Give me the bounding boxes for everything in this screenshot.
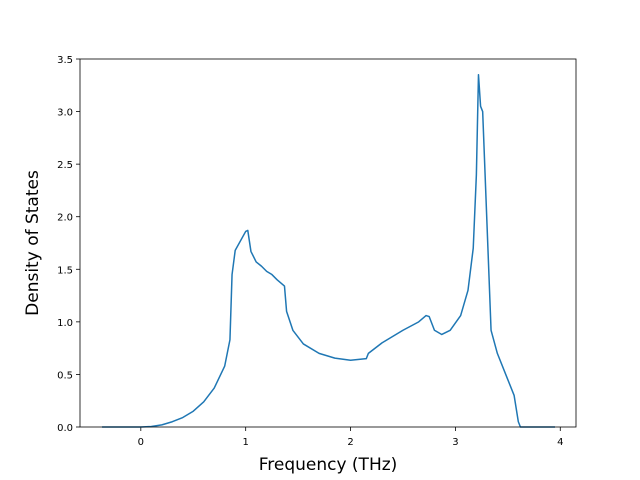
- x-tick-label: 2: [347, 437, 353, 448]
- y-tick-label: 1.5: [57, 265, 73, 276]
- y-tick-label: 3.0: [57, 108, 73, 119]
- x-tick-label: 1: [242, 437, 248, 448]
- plot-frame: [79, 58, 577, 428]
- y-tick-label: 0.0: [57, 423, 73, 434]
- y-tick-label: 2.0: [57, 213, 73, 224]
- y-tick-label: 2.5: [57, 160, 73, 171]
- x-tick-label: 4: [557, 437, 563, 448]
- x-axis-label: Frequency (THz): [259, 455, 398, 475]
- y-tick-label: 1.0: [57, 318, 73, 329]
- y-axis-label: Density of States: [23, 170, 43, 316]
- y-tick-label: 3.5: [57, 55, 73, 66]
- x-tick-label: 0: [138, 437, 144, 448]
- y-tick-label: 0.5: [57, 370, 73, 381]
- line-series: [102, 74, 556, 428]
- x-tick-label: 3: [452, 437, 458, 448]
